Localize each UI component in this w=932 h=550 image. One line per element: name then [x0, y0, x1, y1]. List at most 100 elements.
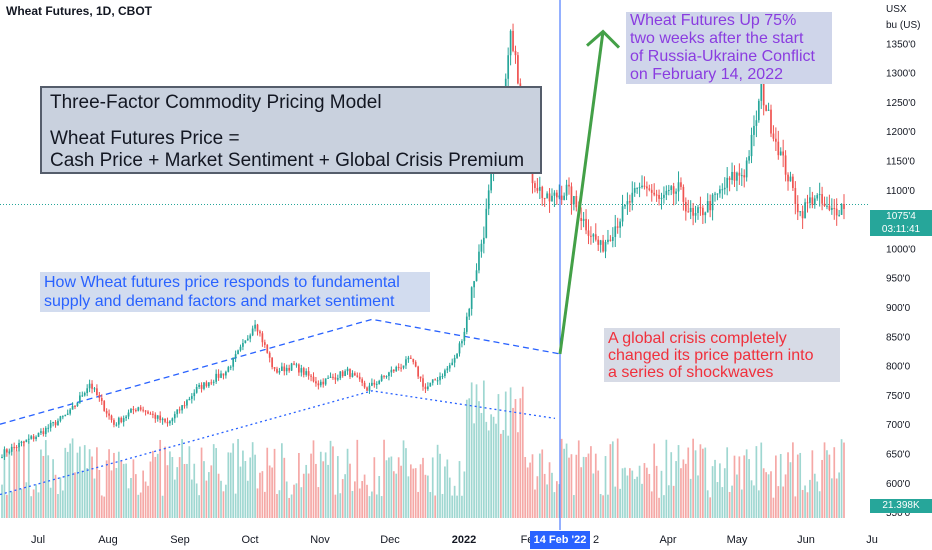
volume-bar — [263, 491, 266, 518]
candle-body — [52, 422, 54, 424]
candle-body — [429, 382, 432, 387]
candle-body — [130, 408, 132, 413]
candle-body — [349, 368, 351, 377]
volume-bar — [139, 492, 142, 518]
candle-body — [619, 221, 621, 228]
candle-body — [152, 413, 154, 415]
candle-body — [23, 441, 25, 443]
volume-bar — [478, 401, 480, 518]
candle-body — [480, 243, 483, 252]
volume-bar — [49, 487, 52, 518]
volume-bar — [697, 475, 699, 518]
candle-body — [573, 196, 575, 205]
volume-bar — [789, 462, 792, 518]
candle-body — [675, 191, 677, 194]
x-tick-label: Apr — [659, 534, 676, 546]
candle-body — [748, 156, 750, 161]
volume-bar — [268, 465, 271, 518]
volume-bar — [290, 494, 293, 518]
candle-body — [587, 230, 590, 236]
volume-bar — [122, 463, 125, 518]
volume-bar — [232, 443, 235, 518]
crisis-note-line-3: a series of shockwaves — [608, 364, 774, 381]
candle-body — [731, 171, 733, 180]
volume-bar — [422, 457, 424, 518]
volume-bar — [414, 468, 417, 518]
candle-body — [397, 366, 400, 368]
candle-body — [271, 357, 273, 368]
volume-bar — [813, 473, 816, 518]
volume-bar — [349, 463, 351, 518]
volume-bar — [242, 450, 244, 518]
volume-bar — [777, 486, 780, 518]
volume-bar — [25, 482, 28, 518]
volume-bar — [801, 489, 804, 518]
volume-bar — [388, 457, 390, 518]
volume-bar — [10, 491, 13, 518]
volume-bar — [614, 486, 617, 518]
volume-bar — [485, 421, 488, 518]
overlay-lines — [558, 0, 621, 530]
volume-bar — [709, 497, 712, 518]
volume-bar — [32, 489, 35, 518]
candle-body — [792, 176, 794, 188]
volume-bar — [373, 457, 376, 518]
candle-body — [828, 205, 831, 210]
candle-body — [692, 207, 694, 216]
candle-body — [541, 186, 544, 198]
candle-body — [166, 421, 169, 424]
candle-body — [702, 207, 704, 216]
candle-body — [585, 218, 587, 231]
volume-bar — [220, 480, 222, 518]
volume-bar — [215, 448, 218, 518]
volume-bar — [512, 407, 514, 518]
candle-body — [760, 83, 763, 101]
candle-body — [71, 405, 74, 410]
candle-body — [35, 436, 37, 440]
candle-body — [319, 381, 322, 386]
volume-bar — [736, 474, 738, 518]
conflict-note-line-3: of Russia-Ukraine Conflict — [630, 48, 815, 65]
volume-bar — [271, 467, 273, 518]
volume-bar — [553, 492, 556, 518]
candle-body — [431, 379, 434, 383]
candle-body — [733, 171, 736, 181]
candle-body — [762, 83, 765, 106]
candle-body — [648, 188, 651, 190]
volume-bar — [465, 399, 468, 518]
volume-bar — [276, 493, 278, 518]
candle-body — [288, 367, 291, 371]
candle-body — [327, 377, 329, 379]
candle-body — [207, 382, 210, 387]
crosshair-date-label: 14 Feb '22 — [530, 531, 590, 549]
candle-body — [383, 375, 385, 377]
volume-bar — [568, 457, 570, 518]
volume-bar — [502, 430, 505, 518]
candle-body — [818, 194, 821, 196]
candle-body — [728, 177, 731, 180]
volume-bar — [427, 475, 429, 518]
candle-body — [597, 239, 600, 245]
volume-bar — [757, 490, 760, 518]
candle-body — [590, 235, 592, 237]
volume-bar — [42, 455, 45, 518]
candle-body — [417, 366, 419, 377]
volume-bar — [541, 449, 544, 518]
candle-body — [27, 438, 30, 440]
volume-bar — [770, 471, 772, 518]
volume-bar — [458, 461, 461, 518]
fundamentals-note-line-1: How Wheat futures price responds to fund… — [44, 274, 400, 291]
volume-bar — [293, 484, 295, 518]
candle-body — [826, 205, 828, 207]
candle-body — [32, 436, 35, 440]
volume-bar — [611, 441, 614, 518]
volume-bar — [480, 412, 483, 518]
candle-body — [18, 442, 20, 448]
candle-body — [709, 201, 712, 211]
y-tick-label: 1300'0 — [886, 69, 916, 80]
candle-body — [680, 182, 682, 187]
volume-bar — [670, 452, 673, 518]
volume-bar — [650, 491, 653, 518]
volume-bar — [20, 488, 23, 518]
candle-body — [339, 371, 342, 379]
